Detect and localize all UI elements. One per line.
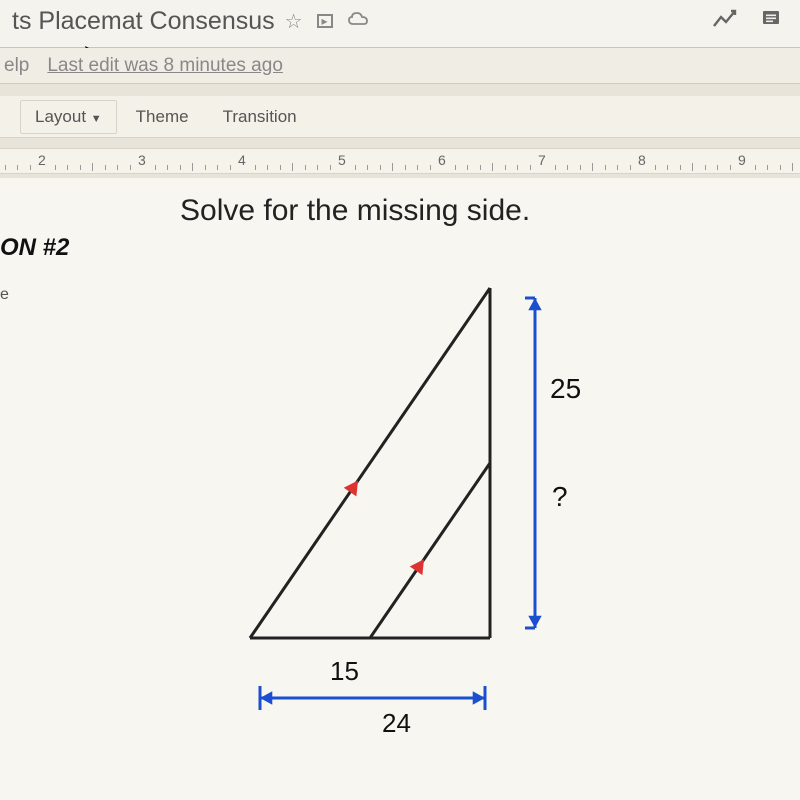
ruler-tick: 7 <box>538 152 546 168</box>
slides-toolbar: Layout ▼ Theme Transition <box>0 96 800 138</box>
star-icon[interactable]: ☆ <box>285 9 303 34</box>
ruler-tick: 9 <box>738 152 746 168</box>
ruler-tick: 5 <box>338 152 346 168</box>
horizontal-ruler: 2 3 4 5 6 7 8 9 <box>0 148 800 174</box>
slide-thumbnail-panel: ON #2 e <box>0 234 70 304</box>
transition-button[interactable]: Transition <box>208 100 312 134</box>
diagram-svg: 25? 15 24 <box>200 268 620 738</box>
slide-canvas: ON #2 e Solve for the missing side. 25? 1… <box>0 178 800 800</box>
problem-prompt: Solve for the missing side. <box>180 194 530 228</box>
ruler-tick: 4 <box>238 152 246 168</box>
question-sub: e <box>0 286 70 304</box>
tab-title: ts Placemat Consensus <box>12 7 275 36</box>
comments-icon[interactable] <box>760 8 782 36</box>
ruler-tick: 6 <box>438 152 446 168</box>
svg-text:15: 15 <box>330 656 359 686</box>
svg-text:?: ? <box>552 481 568 512</box>
question-heading: ON #2 <box>0 234 70 262</box>
browser-tab-strip: ts Placemat Consensus ☆ ▸ <box>0 0 800 48</box>
geometry-diagram: 25?1524 <box>200 268 620 728</box>
theme-button[interactable]: Theme <box>121 100 204 134</box>
activity-icon[interactable] <box>712 8 738 36</box>
last-edit-message[interactable]: Last edit was 8 minutes ago <box>47 55 283 77</box>
svg-text:25: 25 <box>550 373 581 404</box>
ruler-ticks: 2 3 4 5 6 7 8 9 <box>0 149 800 173</box>
cloud-icon[interactable] <box>347 10 369 33</box>
svg-text:24: 24 <box>382 708 411 738</box>
document-menu-bar: elp Last edit was 8 minutes ago <box>0 48 800 84</box>
menu-help[interactable]: elp <box>4 55 29 77</box>
layout-button[interactable]: Layout ▼ <box>20 100 117 134</box>
ruler-tick: 8 <box>638 152 646 168</box>
present-box-icon[interactable]: ▸ <box>317 14 333 28</box>
browser-tab[interactable]: ts Placemat Consensus ☆ ▸ <box>0 0 381 42</box>
ruler-tick: 2 <box>38 152 46 168</box>
ruler-tick: 3 <box>138 152 146 168</box>
